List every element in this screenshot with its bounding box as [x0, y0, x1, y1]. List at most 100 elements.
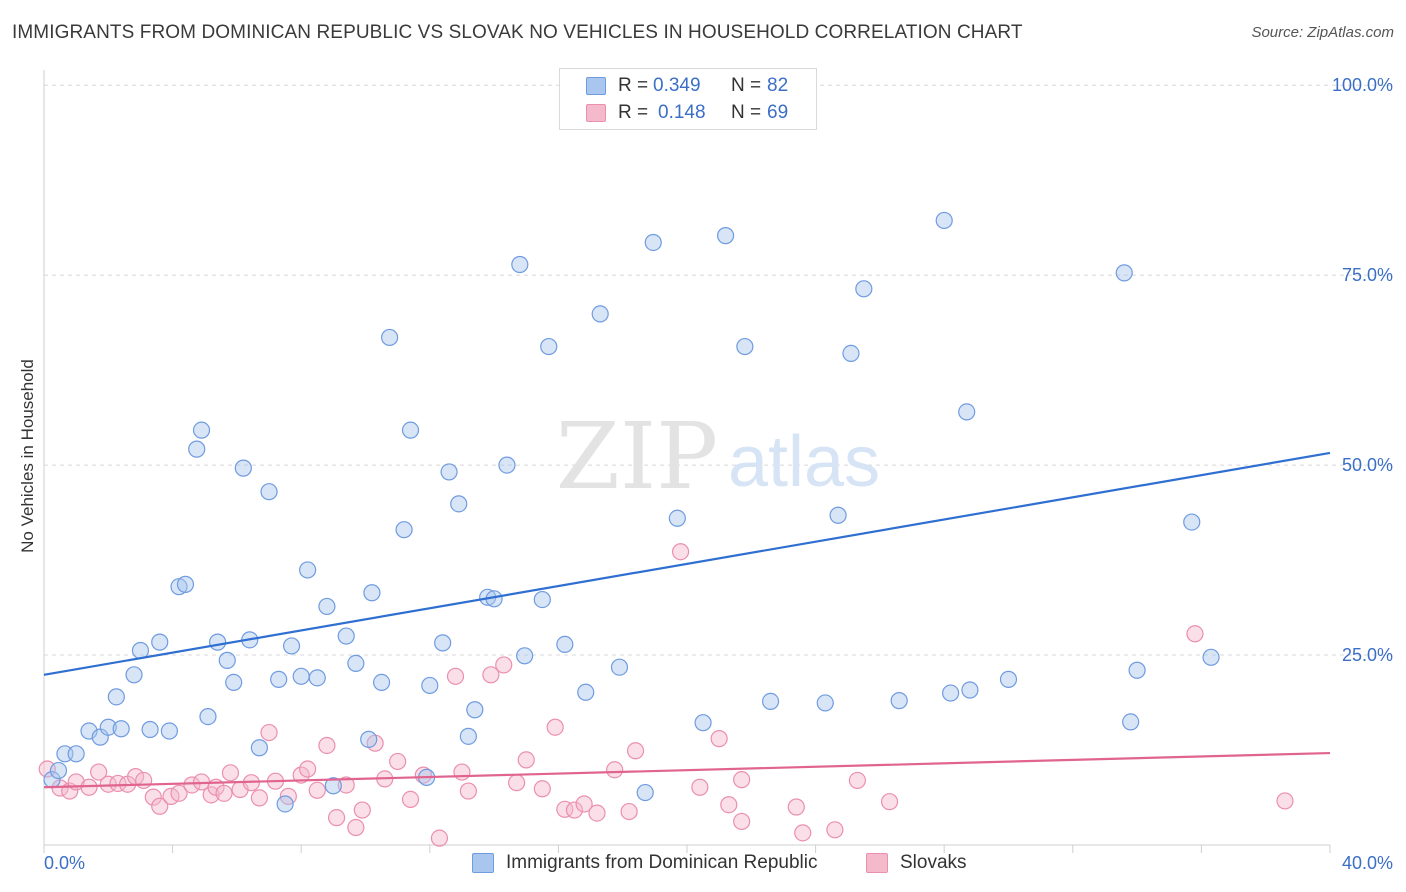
data-point[interactable]: [324, 777, 342, 795]
data-point[interactable]: [170, 784, 188, 802]
data-point[interactable]: [270, 670, 288, 688]
data-point[interactable]: [556, 635, 574, 654]
data-point[interactable]: [299, 561, 317, 579]
data-point[interactable]: [450, 495, 468, 513]
data-point[interactable]: [99, 718, 117, 736]
data-point[interactable]: [360, 730, 378, 748]
data-point[interactable]: [215, 784, 233, 802]
data-point[interactable]: [292, 766, 310, 784]
data-point[interactable]: [107, 688, 125, 706]
data-point[interactable]: [225, 673, 243, 692]
data-point[interactable]: [1202, 648, 1220, 666]
data-point[interactable]: [125, 666, 143, 684]
data-point[interactable]: [337, 627, 355, 645]
data-point[interactable]: [192, 421, 211, 439]
data-point[interactable]: [434, 634, 452, 652]
data-point[interactable]: [720, 796, 738, 814]
data-point[interactable]: [90, 763, 108, 781]
data-point[interactable]: [826, 821, 844, 839]
data-point[interactable]: [626, 742, 645, 760]
data-point[interactable]: [842, 344, 860, 363]
data-point[interactable]: [151, 633, 169, 651]
data-point[interactable]: [533, 590, 551, 609]
data-point[interactable]: [495, 656, 513, 674]
data-point[interactable]: [733, 812, 751, 831]
data-point[interactable]: [459, 782, 477, 800]
data-point[interactable]: [183, 776, 201, 794]
data-point[interactable]: [961, 681, 979, 699]
data-point[interactable]: [606, 761, 624, 779]
data-point[interactable]: [942, 684, 960, 702]
data-point[interactable]: [141, 720, 159, 739]
data-point[interactable]: [234, 459, 252, 477]
data-point[interactable]: [170, 578, 188, 596]
data-point[interactable]: [430, 829, 449, 847]
data-point[interactable]: [588, 804, 606, 822]
data-point[interactable]: [250, 789, 269, 807]
data-point[interactable]: [308, 781, 326, 799]
data-point[interactable]: [144, 788, 162, 806]
data-point[interactable]: [1128, 661, 1146, 679]
data-point[interactable]: [250, 739, 269, 757]
data-point[interactable]: [575, 795, 593, 813]
data-point[interactable]: [299, 760, 317, 778]
data-point[interactable]: [135, 771, 153, 790]
data-point[interactable]: [498, 456, 516, 474]
data-point[interactable]: [292, 667, 310, 685]
data-point[interactable]: [556, 800, 574, 818]
data-point[interactable]: [221, 764, 240, 782]
data-point[interactable]: [1115, 264, 1133, 282]
data-point[interactable]: [787, 798, 805, 816]
data-point[interactable]: [610, 658, 629, 676]
data-point[interactable]: [459, 727, 477, 745]
data-point[interactable]: [363, 584, 381, 602]
data-point[interactable]: [508, 774, 526, 792]
data-point[interactable]: [453, 763, 471, 781]
data-point[interactable]: [446, 667, 465, 685]
data-point[interactable]: [199, 707, 217, 726]
data-point[interactable]: [347, 654, 365, 673]
data-point[interactable]: [109, 774, 127, 793]
data-point[interactable]: [99, 775, 117, 793]
data-point[interactable]: [337, 776, 355, 794]
data-point[interactable]: [308, 669, 326, 687]
data-point[interactable]: [260, 723, 278, 742]
data-point[interactable]: [1276, 792, 1294, 810]
data-point[interactable]: [389, 752, 407, 771]
data-point[interactable]: [848, 771, 866, 790]
data-point[interactable]: [816, 694, 834, 712]
data-point[interactable]: [829, 506, 847, 524]
data-point[interactable]: [209, 633, 227, 651]
data-point[interactable]: [958, 403, 976, 421]
data-point[interactable]: [112, 720, 130, 738]
data-point[interactable]: [999, 670, 1018, 688]
data-point[interactable]: [890, 692, 908, 710]
data-point[interactable]: [1186, 625, 1204, 643]
data-point[interactable]: [282, 637, 301, 655]
data-point[interactable]: [381, 328, 399, 347]
data-point[interactable]: [1183, 513, 1201, 531]
data-point[interactable]: [691, 778, 709, 796]
data-point[interactable]: [565, 801, 584, 819]
data-point[interactable]: [880, 793, 899, 811]
data-point[interactable]: [516, 647, 534, 665]
data-point[interactable]: [347, 818, 365, 837]
data-point[interactable]: [591, 305, 609, 323]
data-point[interactable]: [794, 824, 812, 842]
data-point[interactable]: [733, 771, 751, 789]
data-point[interactable]: [716, 227, 735, 245]
data-point[interactable]: [533, 780, 551, 798]
data-point[interactable]: [694, 714, 712, 732]
data-point[interactable]: [636, 783, 654, 802]
data-point[interactable]: [577, 683, 595, 701]
data-point[interactable]: [440, 463, 458, 481]
data-point[interactable]: [1122, 713, 1140, 731]
data-point[interactable]: [466, 701, 484, 719]
data-point[interactable]: [540, 337, 558, 356]
data-point[interactable]: [260, 483, 278, 501]
data-point[interactable]: [218, 651, 236, 669]
data-point[interactable]: [761, 692, 780, 710]
data-point[interactable]: [318, 736, 336, 755]
data-point[interactable]: [511, 255, 529, 274]
data-point[interactable]: [517, 751, 535, 769]
